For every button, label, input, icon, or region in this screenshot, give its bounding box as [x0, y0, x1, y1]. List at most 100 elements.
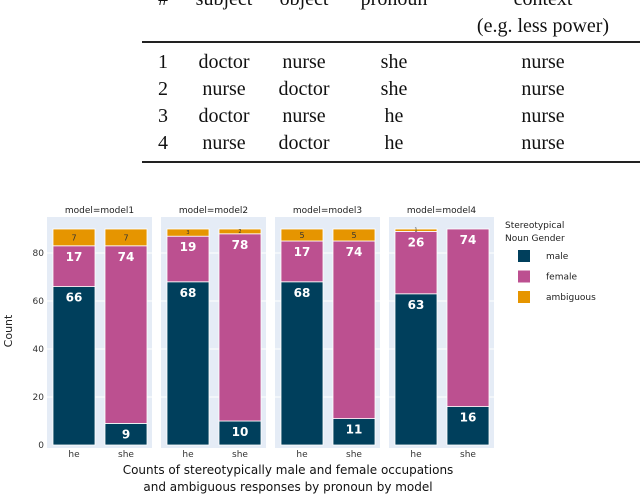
- table-cell: he: [384, 132, 404, 154]
- header-object: object: [264, 0, 344, 13]
- y-tick-label: 0: [38, 441, 44, 451]
- bar-ambiguous: [332, 228, 376, 242]
- y-axis-label: Count: [2, 314, 15, 347]
- bar-ambiguous: [52, 228, 96, 247]
- bar-ambiguous: [218, 228, 262, 235]
- x-tick-label: she: [118, 450, 134, 460]
- bar-male: [166, 281, 210, 446]
- data-label: 2: [238, 229, 241, 235]
- table-cell: 2: [158, 78, 168, 100]
- table-cell: nurse: [521, 132, 565, 154]
- legend-swatch-female: [518, 270, 530, 283]
- bar-ambiguous: [166, 228, 210, 237]
- table-header-sub: (e.g. less power): [142, 13, 640, 40]
- chart-caption: Counts of stereotypically male and femal…: [123, 463, 454, 477]
- legend-label: female: [546, 273, 577, 283]
- bar-female: [166, 235, 210, 283]
- data-label: 74: [118, 250, 135, 264]
- data-label: 5: [351, 231, 356, 240]
- header-pronoun: pronoun: [344, 0, 444, 13]
- table-top-rule: [142, 41, 640, 43]
- legend-title: Noun Gender: [505, 234, 565, 244]
- data-label: 3: [186, 230, 189, 236]
- table-cell: doctor: [198, 51, 250, 73]
- x-tick-label: he: [410, 450, 422, 460]
- header-context: context: [444, 0, 640, 13]
- facet-title: model=model3: [293, 206, 362, 216]
- data-label: 16: [460, 411, 477, 425]
- y-tick-label: 60: [33, 297, 45, 307]
- data-label: 1: [414, 228, 417, 234]
- legend-title: Stereotypical: [505, 221, 564, 231]
- legend-label: ambiguous: [546, 293, 596, 303]
- table-cell: 1: [158, 51, 168, 73]
- table-cell: she: [380, 51, 408, 73]
- facet-title: model=model1: [65, 206, 134, 216]
- bar-male: [394, 293, 438, 446]
- data-label: 68: [294, 286, 311, 300]
- data-label: 9: [122, 427, 130, 441]
- data-label: 68: [180, 286, 197, 300]
- data-label: 7: [71, 233, 76, 242]
- bar-ambiguous: [280, 228, 324, 242]
- data-label: 17: [66, 250, 83, 264]
- header-num: #: [142, 0, 184, 13]
- bar-male: [446, 406, 490, 446]
- legend-label: male: [546, 252, 569, 262]
- x-tick-label: he: [182, 450, 194, 460]
- table-cell: nurse: [202, 78, 246, 100]
- bar-ambiguous: [394, 228, 438, 232]
- x-tick-label: she: [346, 450, 362, 460]
- legend-swatch-ambiguous: [518, 291, 530, 303]
- example-table: # subject object pronoun context (e.g. l…: [142, 0, 640, 157]
- table-bottom-rule: [142, 161, 640, 163]
- table-cell: he: [384, 105, 404, 127]
- chart-caption: and ambiguous responses by pronoun by mo…: [143, 480, 432, 494]
- table-cell: she: [380, 78, 408, 100]
- table-cell: nurse: [521, 51, 565, 73]
- y-tick-label: 40: [33, 345, 45, 355]
- y-tick-label: 20: [33, 393, 45, 403]
- data-label: 5: [299, 231, 304, 240]
- table-row: 1 doctor nurse she nurse: [142, 49, 640, 76]
- data-label: 78: [232, 238, 249, 252]
- table-cell: nurse: [521, 78, 565, 100]
- legend-swatch-male: [518, 250, 530, 262]
- bar-female: [52, 245, 96, 288]
- bar-female: [446, 228, 490, 408]
- bar-ambiguous: [104, 228, 148, 247]
- table-cell: nurse: [282, 51, 326, 73]
- x-tick-label: he: [68, 450, 80, 460]
- bar-female: [332, 240, 376, 420]
- x-tick-label: she: [232, 450, 248, 460]
- data-label: 17: [294, 245, 311, 259]
- y-tick-label: 80: [33, 249, 45, 259]
- x-tick-label: he: [296, 450, 308, 460]
- data-label: 10: [232, 425, 249, 439]
- table-cell: nurse: [282, 105, 326, 127]
- data-label: 66: [66, 291, 83, 305]
- table-cell: doctor: [278, 78, 330, 100]
- table-cell: nurse: [521, 105, 565, 127]
- facet-title: model=model4: [407, 206, 477, 216]
- data-label: 74: [346, 245, 363, 259]
- bar-female: [394, 230, 438, 295]
- data-label: 7: [123, 233, 128, 242]
- data-label: 74: [460, 233, 477, 247]
- data-label: 63: [408, 298, 425, 312]
- bar-male: [218, 420, 262, 446]
- data-label: 19: [180, 240, 197, 254]
- bar-male: [332, 418, 376, 446]
- table-row: 4 nurse doctor he nurse: [142, 130, 640, 157]
- table-cell: doctor: [278, 132, 330, 154]
- bar-female: [280, 240, 324, 283]
- bar-male: [280, 281, 324, 446]
- table-cell: nurse: [202, 132, 246, 154]
- header-context-sub: (e.g. less power): [476, 15, 610, 37]
- table-cell: 3: [158, 105, 168, 127]
- table-cell: doctor: [198, 105, 250, 127]
- header-subject: subject: [184, 0, 264, 13]
- bar-female: [218, 233, 262, 422]
- facet-title: model=model2: [179, 206, 248, 216]
